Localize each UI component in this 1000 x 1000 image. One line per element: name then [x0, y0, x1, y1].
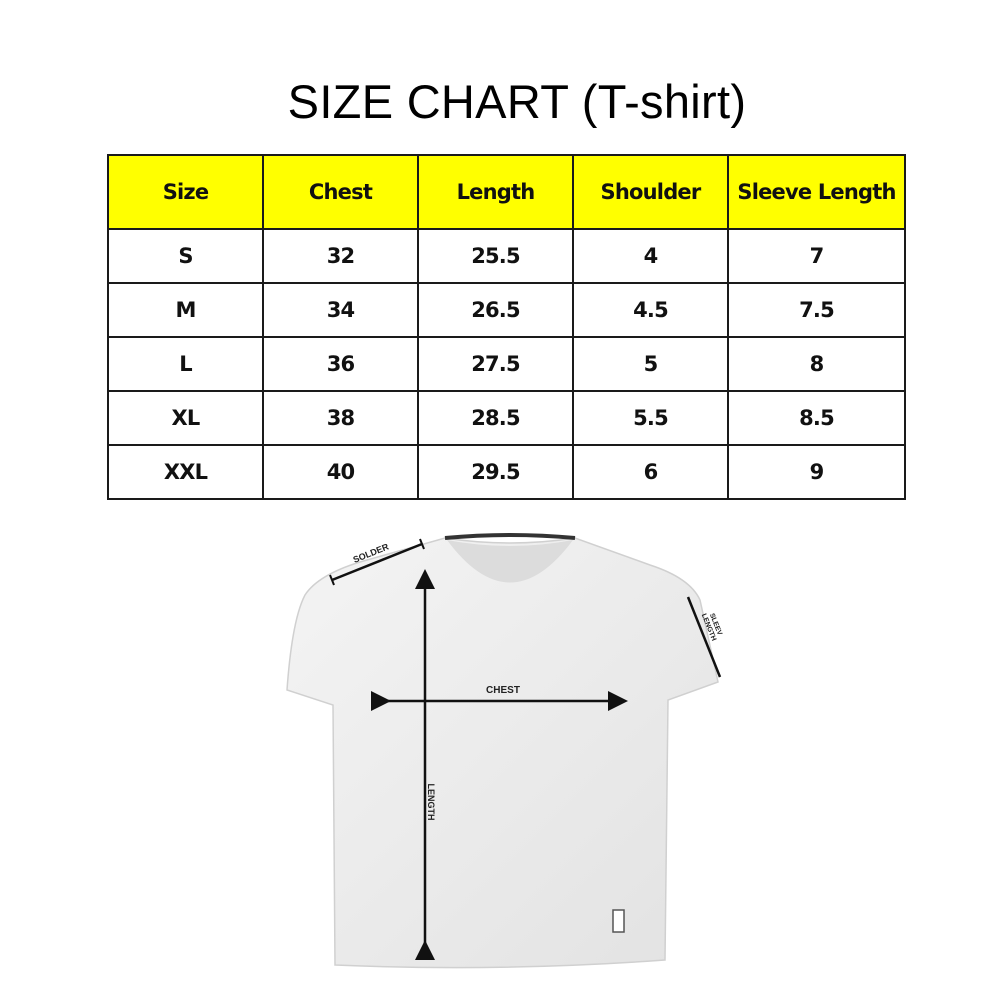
table-cell: 4.5 [572, 282, 729, 338]
table-cell: 8.5 [727, 390, 906, 446]
table-cell: 28.5 [417, 390, 574, 446]
table-cell: XL [107, 390, 264, 446]
table-cell: 4 [572, 228, 729, 284]
size-table: Size Chest Length Shoulder Sleeve Length… [107, 154, 906, 500]
table-cell: 8 [727, 336, 906, 392]
table-cell: 36 [262, 336, 419, 392]
table-cell: 34 [262, 282, 419, 338]
table-header-row: Size Chest Length Shoulder Sleeve Length [107, 154, 906, 230]
shoulder-measure-line [331, 542, 423, 582]
table-cell: 5.5 [572, 390, 729, 446]
length-label: LENGTH [426, 784, 436, 821]
table-row: XXL 40 29.5 6 9 [107, 444, 906, 500]
table-cell: L [107, 336, 264, 392]
brand-tag-icon [612, 909, 625, 933]
table-cell: 26.5 [417, 282, 574, 338]
header-sleeve-length: Sleeve Length [727, 154, 906, 230]
table-cell: 7.5 [727, 282, 906, 338]
sleeve-measure-line [686, 596, 722, 678]
table-cell: 29.5 [417, 444, 574, 500]
chest-label: CHEST [486, 685, 520, 696]
table-row: L 36 27.5 5 8 [107, 336, 906, 392]
table-cell: 27.5 [417, 336, 574, 392]
table-cell: 38 [262, 390, 419, 446]
table-cell: S [107, 228, 264, 284]
header-shoulder: Shoulder [572, 154, 729, 230]
table-row: XL 38 28.5 5.5 8.5 [107, 390, 906, 446]
table-cell: 5 [572, 336, 729, 392]
table-row: S 32 25.5 4 7 [107, 228, 906, 284]
header-size: Size [107, 154, 264, 230]
page-title: SIZE CHART (T-shirt) [287, 75, 747, 128]
collar-trim [444, 533, 576, 540]
header-length: Length [417, 154, 574, 230]
shoulder-tick [329, 574, 335, 586]
table-cell: M [107, 282, 264, 338]
header-chest: Chest [262, 154, 419, 230]
table-cell: 9 [727, 444, 906, 500]
shoulder-tick [419, 538, 425, 550]
table-cell: 6 [572, 444, 729, 500]
table-cell: 7 [727, 228, 906, 284]
table-cell: 32 [262, 228, 419, 284]
table-cell: 25.5 [417, 228, 574, 284]
collar-inner [447, 540, 573, 583]
tshirt-shape [286, 537, 719, 969]
table-cell: XXL [107, 444, 264, 500]
table-cell: 40 [262, 444, 419, 500]
table-row: M 34 26.5 4.5 7.5 [107, 282, 906, 338]
